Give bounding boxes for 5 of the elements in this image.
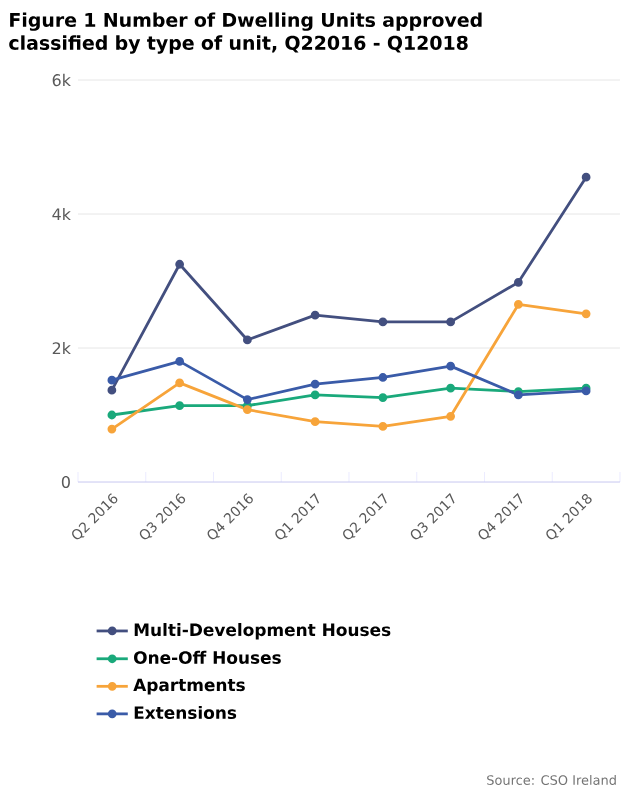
legend-label: Multi-Development Houses: [134, 623, 391, 640]
legend-label: Extensions: [134, 705, 237, 720]
chart-title: Figure 1 Number of Dwelling Units approved classified by type of unit, Q22016 - Q12018: [9, 12, 482, 54]
legend-label: Apartments: [133, 678, 245, 695]
legend-label: One-Off Houses: [134, 650, 281, 664]
